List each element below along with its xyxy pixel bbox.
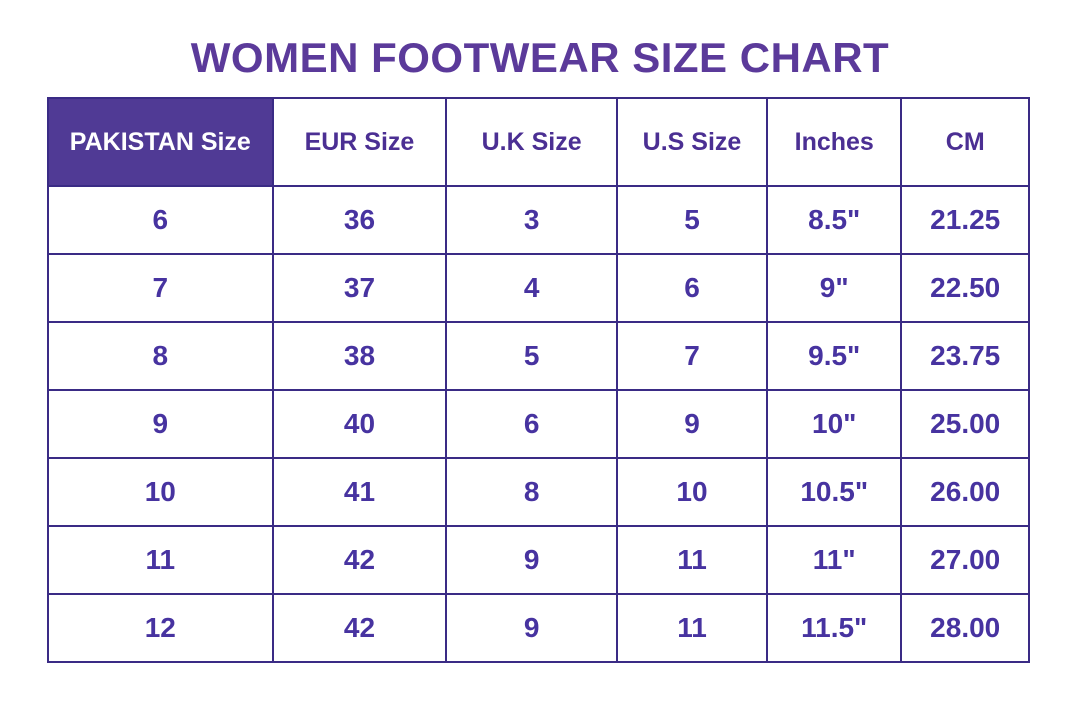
cell-cm-row-3: 23.75 bbox=[900, 321, 1030, 391]
column-header-cm: CM bbox=[900, 97, 1030, 187]
cell-inches-row-5: 10.5" bbox=[766, 457, 903, 527]
cell-eur-size-row-7: 42 bbox=[271, 593, 448, 663]
cell-u-k-size-row-3: 5 bbox=[445, 321, 618, 391]
cell-u-s-size-row-1: 5 bbox=[615, 185, 769, 255]
table-row-3: 8 38 5 7 9.5" 23.75 bbox=[47, 321, 1030, 391]
cell-cm-row-7: 28.00 bbox=[900, 593, 1030, 663]
cell-eur-size-row-2: 37 bbox=[271, 253, 448, 323]
cell-u-s-size-row-2: 6 bbox=[615, 253, 769, 323]
table-row-4: 9 40 6 9 10" 25.00 bbox=[47, 389, 1030, 459]
cell-inches-row-2: 9" bbox=[766, 253, 903, 323]
table-row-2: 7 37 4 6 9" 22.50 bbox=[47, 253, 1030, 323]
table-row-6: 11 42 9 11 11" 27.00 bbox=[47, 525, 1030, 595]
cell-u-s-size-row-5: 10 bbox=[615, 457, 769, 527]
column-header-pakistan-size: PAKISTAN Size bbox=[47, 97, 274, 187]
cell-pakistan-size-row-7: 12 bbox=[47, 593, 274, 663]
cell-cm-row-2: 22.50 bbox=[900, 253, 1030, 323]
cell-eur-size-row-1: 36 bbox=[271, 185, 448, 255]
cell-inches-row-1: 8.5" bbox=[766, 185, 903, 255]
cell-inches-row-3: 9.5" bbox=[766, 321, 903, 391]
cell-cm-row-5: 26.00 bbox=[900, 457, 1030, 527]
cell-u-s-size-row-7: 11 bbox=[615, 593, 769, 663]
cell-u-k-size-row-5: 8 bbox=[445, 457, 618, 527]
table-body: 6 36 3 5 8.5" 21.25 7 37 4 6 9" 22.50 8 38 5 7 9.5" 23.75… bbox=[47, 185, 1030, 663]
cell-pakistan-size-row-3: 8 bbox=[47, 321, 274, 391]
cell-u-k-size-row-4: 6 bbox=[445, 389, 618, 459]
cell-inches-row-4: 10" bbox=[766, 389, 903, 459]
cell-eur-size-row-6: 42 bbox=[271, 525, 448, 595]
cell-pakistan-size-row-1: 6 bbox=[47, 185, 274, 255]
cell-eur-size-row-3: 38 bbox=[271, 321, 448, 391]
cell-cm-row-6: 27.00 bbox=[900, 525, 1030, 595]
cell-pakistan-size-row-6: 11 bbox=[47, 525, 274, 595]
cell-inches-row-7: 11.5" bbox=[766, 593, 903, 663]
cell-u-k-size-row-1: 3 bbox=[445, 185, 618, 255]
cell-u-s-size-row-6: 11 bbox=[615, 525, 769, 595]
cell-u-k-size-row-6: 9 bbox=[445, 525, 618, 595]
table-row-7: 12 42 9 11 11.5" 28.00 bbox=[47, 593, 1030, 663]
page-title: WOMEN FOOTWEAR SIZE CHART bbox=[190, 34, 890, 81]
cell-pakistan-size-row-2: 7 bbox=[47, 253, 274, 323]
table-row-5: 10 41 8 10 10.5" 26.00 bbox=[47, 457, 1030, 527]
cell-u-k-size-row-7: 9 bbox=[445, 593, 618, 663]
cell-eur-size-row-4: 40 bbox=[271, 389, 448, 459]
cell-pakistan-size-row-4: 9 bbox=[47, 389, 274, 459]
column-header-inches: Inches bbox=[766, 97, 903, 187]
cell-u-k-size-row-2: 4 bbox=[445, 253, 618, 323]
size-chart-table: PAKISTAN Size EUR Size U.K Size U.S Size Inc… bbox=[47, 97, 1030, 663]
column-header-eur-size: EUR Size bbox=[271, 97, 448, 187]
cell-cm-row-1: 21.25 bbox=[900, 185, 1030, 255]
cell-eur-size-row-5: 41 bbox=[271, 457, 448, 527]
cell-pakistan-size-row-5: 10 bbox=[47, 457, 274, 527]
table-row-1: 6 36 3 5 8.5" 21.25 bbox=[47, 185, 1030, 255]
cell-cm-row-4: 25.00 bbox=[900, 389, 1030, 459]
cell-inches-row-6: 11" bbox=[766, 525, 903, 595]
table-header-row: PAKISTAN Size EUR Size U.K Size U.S Size Inc… bbox=[47, 97, 1030, 187]
table-header: PAKISTAN Size EUR Size U.K Size U.S Size Inc… bbox=[47, 97, 1030, 187]
column-header-u-s-size: U.S Size bbox=[615, 97, 769, 187]
cell-u-s-size-row-4: 9 bbox=[615, 389, 769, 459]
column-header-u-k-size: U.K Size bbox=[445, 97, 618, 187]
cell-u-s-size-row-3: 7 bbox=[615, 321, 769, 391]
